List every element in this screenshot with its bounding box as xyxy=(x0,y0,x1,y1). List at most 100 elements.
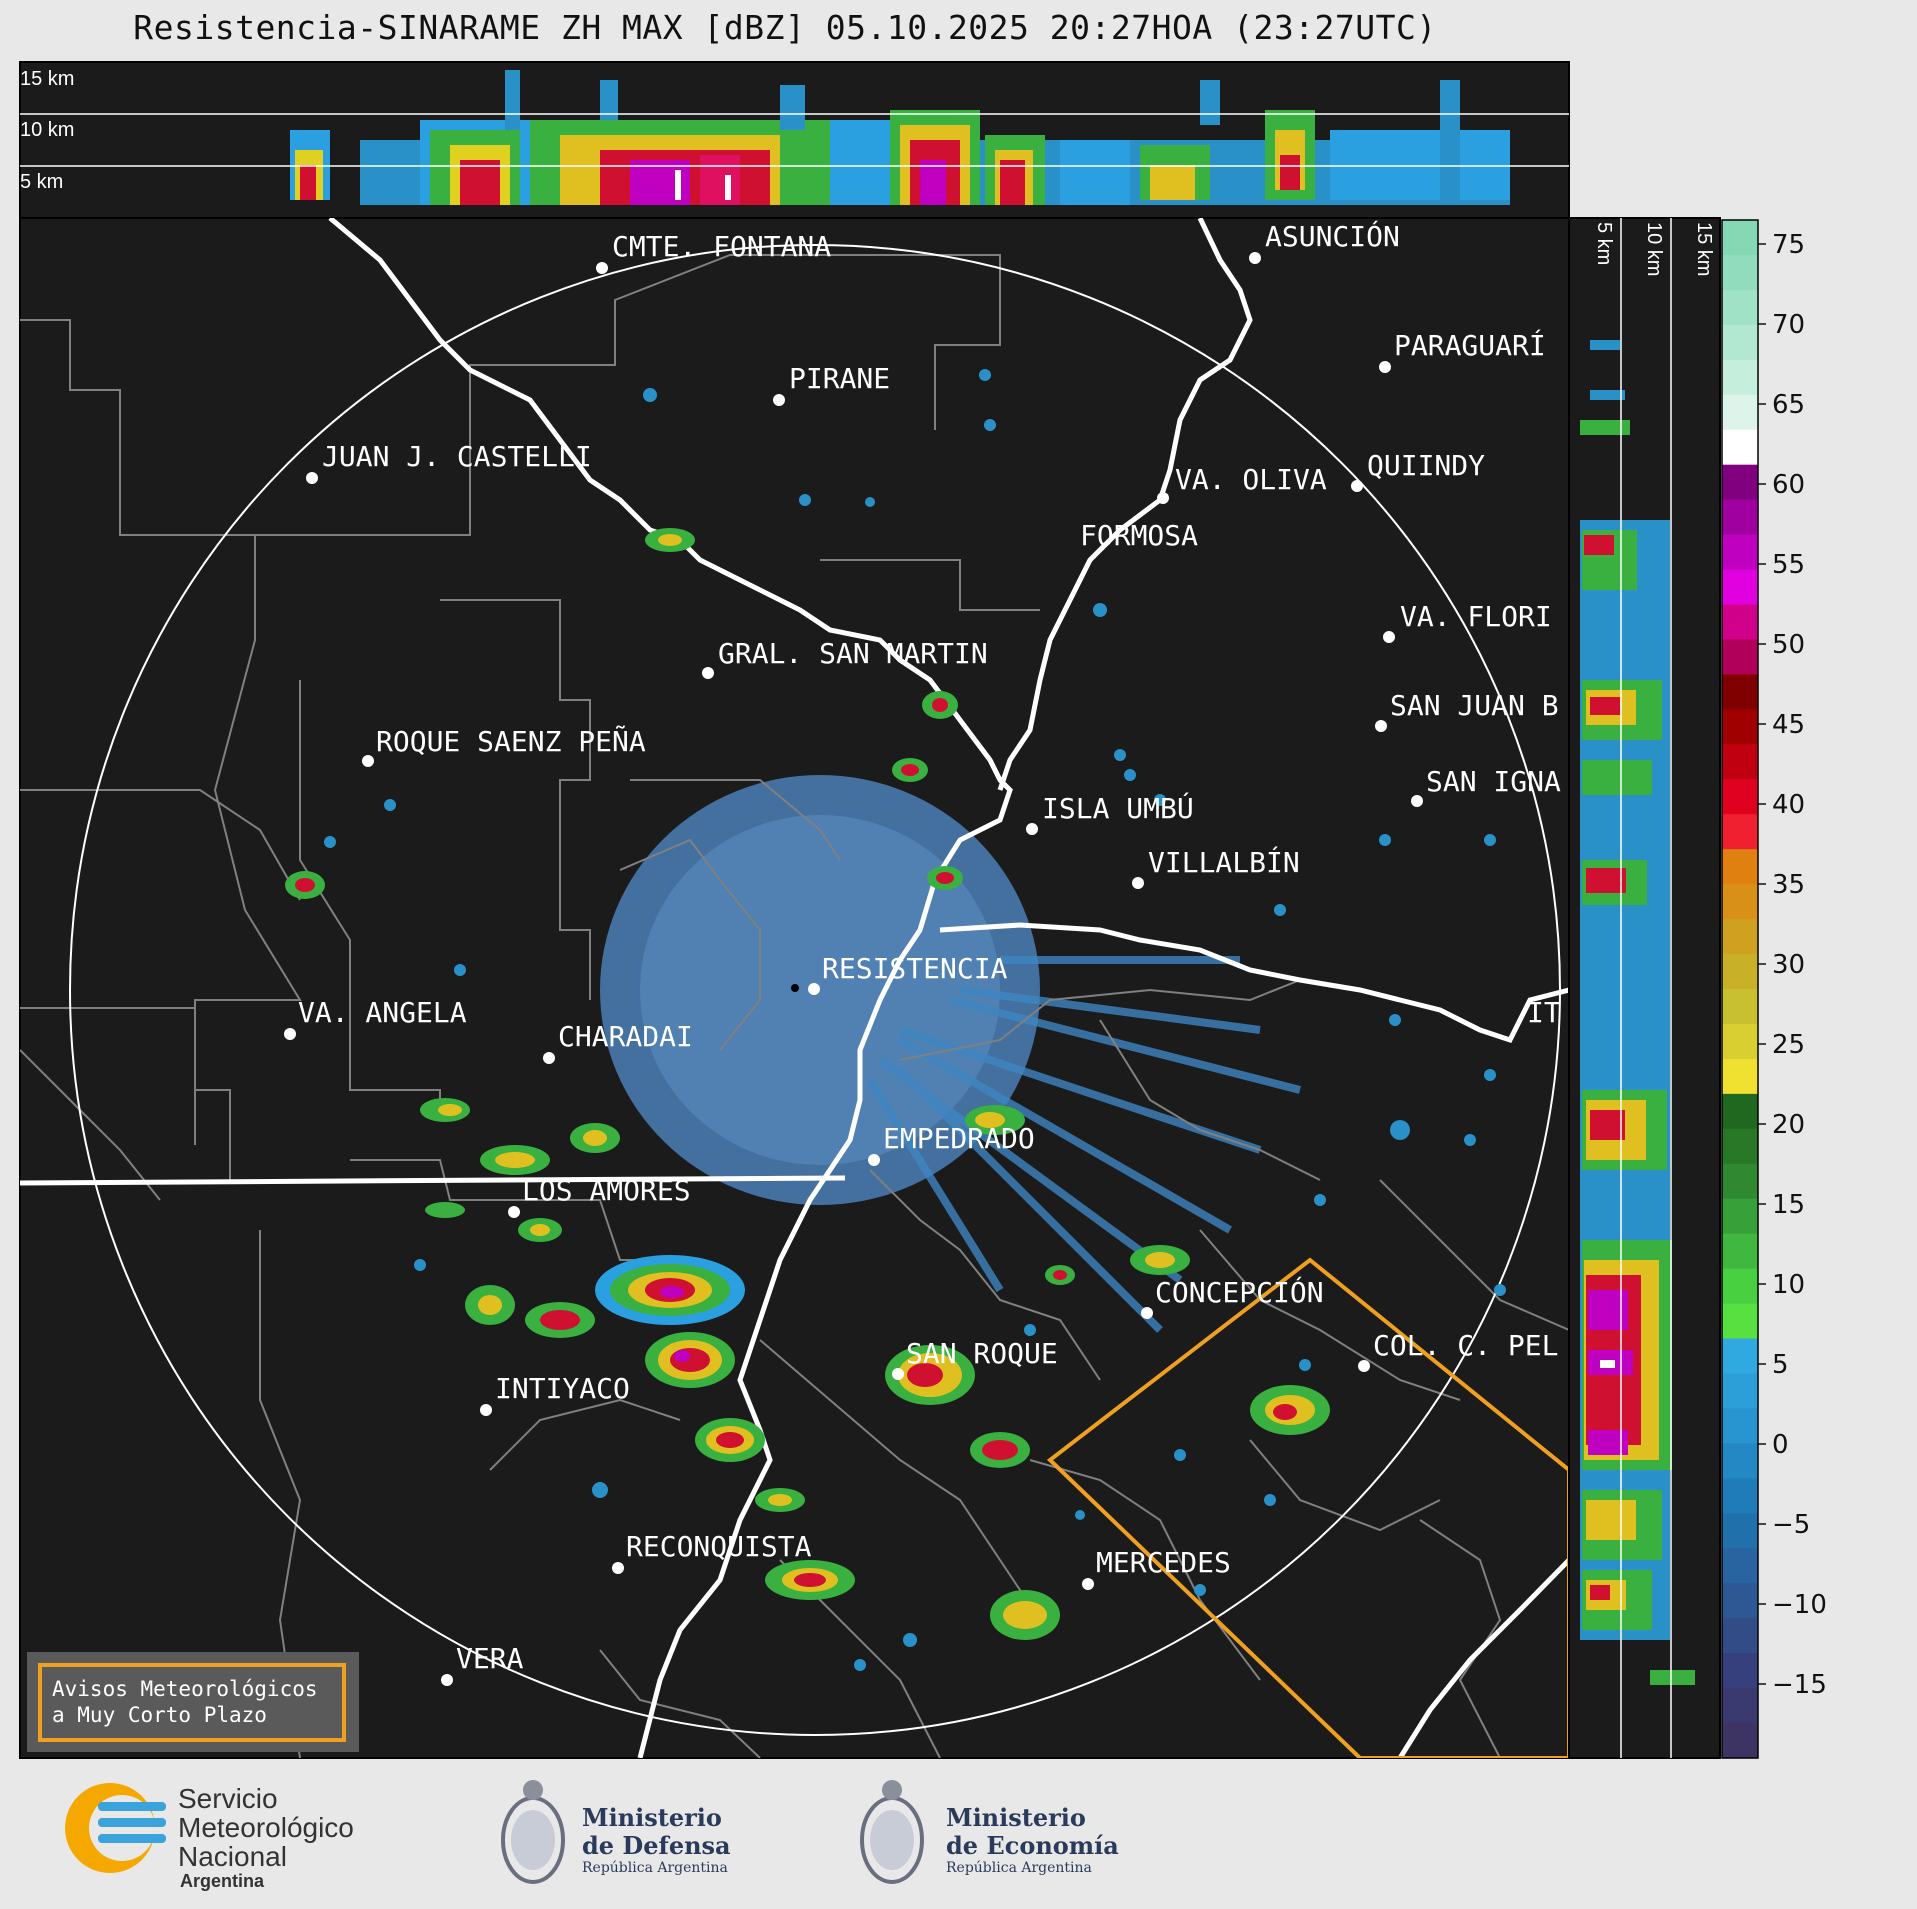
colorbar-swatch xyxy=(1722,1478,1758,1514)
colorbar-tick-label: 20 xyxy=(1772,1110,1805,1140)
defensa-seal-icon xyxy=(501,1780,565,1884)
city-label-villalbin: VILLALBÍN xyxy=(1148,845,1300,879)
city-label-paraguari: PARAGUARÍ xyxy=(1394,328,1546,362)
colorbar-swatch xyxy=(1722,1373,1758,1410)
colorbar-swatch xyxy=(1722,919,1758,955)
colorbar-swatch xyxy=(1722,569,1758,606)
colorbar-swatch xyxy=(1722,394,1758,431)
page-title: Resistencia-SINARAME ZH MAX [dBZ] 05.10.… xyxy=(133,8,1437,47)
side-height-label-10km: 10 km xyxy=(1643,222,1665,276)
smn-line1: Servicio xyxy=(178,1783,278,1814)
colorbar-swatch xyxy=(1722,639,1758,676)
colorbar-tick-label: 5 xyxy=(1772,1350,1789,1380)
city-label-vera: VERA xyxy=(456,1642,524,1675)
defensa-line1: Ministerio xyxy=(582,1803,722,1832)
defensa-sub: República Argentina xyxy=(582,1860,728,1876)
city-label-mercedes: MERCEDES xyxy=(1096,1546,1231,1579)
colorbar-swatch xyxy=(1722,674,1758,710)
colorbar-swatches xyxy=(1722,220,1758,1759)
colorbar-tick-label: 45 xyxy=(1772,710,1805,740)
defensa-wordmark: Ministerio de Defensa República Argentin… xyxy=(582,1803,731,1877)
city-label-cmte-fontana: CMTE. FONTANA xyxy=(612,230,831,263)
city-label-juan-j-castelli: JUAN J. CASTELLI xyxy=(322,440,592,473)
city-label-gral-san-martin: GRAL. SAN MARTIN xyxy=(718,637,988,670)
colorbar-tick-label: 55 xyxy=(1772,550,1805,580)
warning-notice-line2: a Muy Corto Plazo xyxy=(52,1703,267,1727)
colorbar-swatch xyxy=(1722,1023,1758,1060)
defensa-line2: de Defensa xyxy=(582,1831,731,1860)
city-label-it: IT xyxy=(1527,996,1561,1029)
city-label-intiyaco: INTIYACO xyxy=(495,1372,630,1405)
smn-line3: Nacional xyxy=(178,1841,287,1872)
colorbar-tick-label: 65 xyxy=(1772,390,1805,420)
warning-notice-box[interactable]: Avisos Meteorológicos a Muy Corto Plazo xyxy=(27,1652,359,1752)
city-label-col-c-pel: COL. C. PEL xyxy=(1373,1329,1558,1362)
warning-polygon xyxy=(1046,1257,1569,1758)
colorbar-swatch xyxy=(1722,1093,1758,1130)
colorbar-swatch xyxy=(1722,709,1758,745)
storm-cell-east xyxy=(1250,1385,1330,1435)
storm-cell-mercedes xyxy=(990,1590,1060,1640)
colorbar-tick-label: 35 xyxy=(1772,870,1805,900)
colorbar-swatch xyxy=(1722,1513,1758,1549)
colorbar-swatch xyxy=(1722,220,1758,256)
economia-wordmark: Ministerio de Economía República Argenti… xyxy=(946,1803,1119,1877)
radar-site-marker xyxy=(791,984,799,992)
colorbar-swatch xyxy=(1722,744,1758,780)
colorbar-swatch xyxy=(1722,1303,1758,1340)
city-label-asuncion: ASUNCIÓN xyxy=(1265,219,1400,253)
colorbar-swatch xyxy=(1722,1338,1758,1375)
colorbar-tick-label: 75 xyxy=(1772,230,1805,260)
storm-cell-southeast xyxy=(970,1432,1030,1468)
colorbar-swatch xyxy=(1722,989,1758,1025)
city-label-san-roque: SAN ROQUE xyxy=(906,1337,1058,1370)
top-height-label-15km: 15 km xyxy=(20,68,74,90)
radar-map: CMTE. FONTANA ASUNCIÓN PARAGUARÍ PIRANE … xyxy=(19,217,1570,1759)
storm-cell-south-3 xyxy=(695,1418,765,1462)
side-height-label-15km: 15 km xyxy=(1693,222,1715,276)
storm-cell-large-south xyxy=(595,1255,745,1325)
city-label-roque-saenz-pena: ROQUE SAENZ PEÑA xyxy=(376,724,646,758)
top-cross-section-echoes xyxy=(290,70,1510,205)
economia-line1: Ministerio xyxy=(946,1803,1086,1832)
colorbar-swatch xyxy=(1722,1233,1758,1270)
city-label-empedrado: EMPEDRADO xyxy=(883,1122,1035,1155)
side-cross-section-echoes xyxy=(1580,340,1695,1685)
side-cross-section-panel: 5 km 10 km 15 km xyxy=(1568,217,1721,1759)
colorbar-swatch xyxy=(1722,1583,1758,1619)
smn-line4: Argentina xyxy=(180,1871,265,1891)
colorbar-swatch xyxy=(1722,324,1758,361)
colorbar-swatch xyxy=(1722,1408,1758,1445)
storm-cell-south-2 xyxy=(645,1332,735,1388)
colorbar-swatch xyxy=(1722,1268,1758,1305)
colorbar-tick-label: −5 xyxy=(1772,1510,1810,1540)
colorbar-swatch xyxy=(1722,814,1758,850)
economia-seal-icon xyxy=(860,1780,924,1884)
colorbar-swatch xyxy=(1722,359,1758,396)
colorbar-tick-label: −10 xyxy=(1772,1590,1827,1620)
colorbar-tick-label: 25 xyxy=(1772,1030,1805,1060)
colorbar-swatch xyxy=(1722,1128,1758,1165)
colorbar-swatch xyxy=(1722,1443,1758,1479)
storm-cell-reconquista xyxy=(765,1560,855,1600)
colorbar-swatch xyxy=(1722,1723,1758,1759)
city-label-concepcion: CONCEPCIÓN xyxy=(1155,1275,1324,1309)
city-label-san-igna: SAN IGNA xyxy=(1426,765,1561,798)
economia-line2: de Economía xyxy=(946,1831,1119,1860)
city-label-va-angela: VA. ANGELA xyxy=(298,996,467,1029)
smn-logo xyxy=(65,1783,166,1873)
colorbar-swatch xyxy=(1722,779,1758,815)
colorbar-swatch xyxy=(1722,1548,1758,1584)
city-label-reconquista: RECONQUISTA xyxy=(626,1530,812,1563)
colorbar-tick-label: 10 xyxy=(1772,1270,1805,1300)
colorbar-swatch xyxy=(1722,954,1758,990)
top-cross-section-panel: 15 km 10 km 5 km xyxy=(19,61,1570,219)
city-label-isla-umbu: ISLA UMBÚ xyxy=(1042,791,1194,825)
colorbar-tick-label: 30 xyxy=(1772,950,1805,980)
colorbar-swatch xyxy=(1722,499,1758,536)
smn-wordmark: Servicio Meteorológico Nacional Argentin… xyxy=(178,1784,354,1892)
colorbar-tick-label: 15 xyxy=(1772,1190,1805,1220)
city-label-los-amores: LOS AMORES xyxy=(522,1174,691,1207)
city-label-formosa: FORMOSA xyxy=(1080,519,1198,552)
